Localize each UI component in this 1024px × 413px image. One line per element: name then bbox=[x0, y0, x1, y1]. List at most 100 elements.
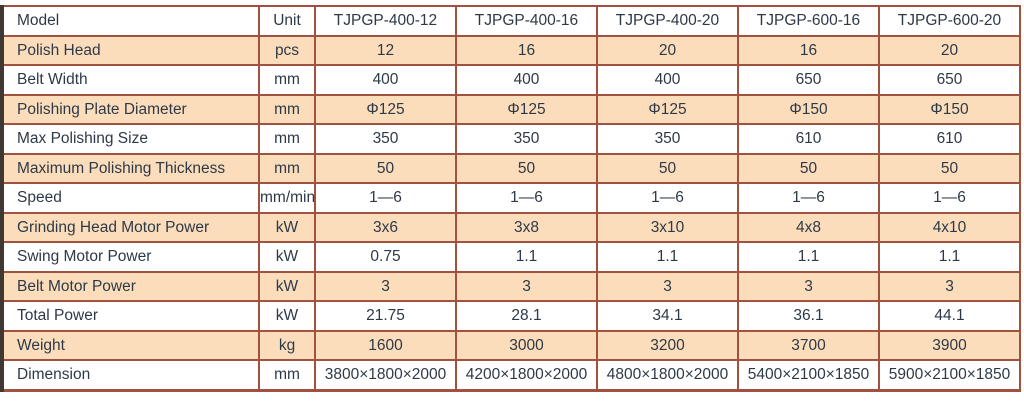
row-value-cell: 1.1 bbox=[596, 241, 739, 273]
row-value-cell: 12 bbox=[314, 34, 457, 66]
row-value-cell: 650 bbox=[737, 64, 880, 96]
row-value-cell: 16 bbox=[455, 34, 598, 66]
row-value-cell: 3000 bbox=[455, 329, 598, 361]
row-label-cell: Total Power bbox=[1, 300, 260, 332]
row-value-cell: 50 bbox=[314, 152, 457, 184]
row-value-cell: Φ125 bbox=[596, 93, 739, 125]
row-value-cell: 3700 bbox=[737, 329, 880, 361]
model-header-cell: Model bbox=[1, 5, 260, 37]
row-value-cell: 50 bbox=[878, 152, 1021, 184]
model-name-header-cell: TJPGP-600-20 bbox=[878, 5, 1021, 37]
row-value-cell: 350 bbox=[596, 123, 739, 155]
row-value-cell: 1.1 bbox=[737, 241, 880, 273]
row-value-cell: 16 bbox=[737, 34, 880, 66]
row-value-cell: 400 bbox=[314, 64, 457, 96]
row-unit-cell: kW bbox=[258, 211, 316, 243]
row-value-cell: 3x8 bbox=[455, 211, 598, 243]
row-unit-cell: kg bbox=[258, 329, 316, 361]
row-value-cell: 3800×1800×2000 bbox=[314, 359, 457, 391]
table-row: Maximum Polishing Thickness mm 50 50 50 50 50 bbox=[1, 152, 1021, 184]
row-unit-cell: kW bbox=[258, 300, 316, 332]
row-value-cell: 50 bbox=[737, 152, 880, 184]
table-row: Polishing Plate Diameter mm Φ125 Φ125 Φ125 Φ1… bbox=[1, 93, 1021, 125]
row-value-cell: 44.1 bbox=[878, 300, 1021, 332]
row-value-cell: 350 bbox=[455, 123, 598, 155]
row-value-cell: 650 bbox=[878, 64, 1021, 96]
row-value-cell: 3 bbox=[314, 270, 457, 302]
row-value-cell: Φ150 bbox=[737, 93, 880, 125]
table-row: Dimension mm 3800×1800×2000 4200×1800×2000 4… bbox=[1, 359, 1021, 391]
row-value-cell: 1.1 bbox=[455, 241, 598, 273]
row-value-cell: 3x10 bbox=[596, 211, 739, 243]
row-label-cell: Dimension bbox=[1, 359, 260, 391]
row-unit-cell: mm bbox=[258, 123, 316, 155]
model-name-header-cell: TJPGP-400-12 bbox=[314, 5, 457, 37]
row-value-cell: 4200×1800×2000 bbox=[455, 359, 598, 391]
row-label-cell: Belt Width bbox=[1, 64, 260, 96]
row-value-cell: Φ150 bbox=[878, 93, 1021, 125]
row-value-cell: 1—6 bbox=[737, 182, 880, 214]
table-row: Total Power kW 21.75 28.1 34.1 36.1 44.1 bbox=[1, 300, 1021, 332]
table-header-row: Model Unit TJPGP-400-12 TJPGP-400-16 TJPGP… bbox=[1, 5, 1021, 37]
row-value-cell: 3 bbox=[737, 270, 880, 302]
row-label-cell: Polish Head bbox=[1, 34, 260, 66]
table-body: Polish Head pcs 12 16 20 16 20 Belt Width mm 400 4… bbox=[1, 34, 1021, 391]
row-value-cell: 5400×2100×1850 bbox=[737, 359, 880, 391]
model-name-header-cell: TJPGP-600-16 bbox=[737, 5, 880, 37]
row-value-cell: 1.1 bbox=[878, 241, 1021, 273]
unit-header-cell: Unit bbox=[258, 5, 316, 37]
row-value-cell: 4x8 bbox=[737, 211, 880, 243]
row-value-cell: Φ125 bbox=[455, 93, 598, 125]
row-value-cell: 3 bbox=[455, 270, 598, 302]
row-value-cell: 610 bbox=[737, 123, 880, 155]
row-value-cell: 400 bbox=[596, 64, 739, 96]
row-unit-cell: mm bbox=[258, 93, 316, 125]
row-value-cell: 1—6 bbox=[314, 182, 457, 214]
row-value-cell: 34.1 bbox=[596, 300, 739, 332]
row-value-cell: 3900 bbox=[878, 329, 1021, 361]
table-row: Swing Motor Power kW 0.75 1.1 1.1 1.1 1.1 bbox=[1, 241, 1021, 273]
row-label-cell: Speed bbox=[1, 182, 260, 214]
row-value-cell: 28.1 bbox=[455, 300, 598, 332]
row-value-cell: 3 bbox=[878, 270, 1021, 302]
row-value-cell: 20 bbox=[596, 34, 739, 66]
row-label-cell: Weight bbox=[1, 329, 260, 361]
model-name-header-cell: TJPGP-400-16 bbox=[455, 5, 598, 37]
row-value-cell: 20 bbox=[878, 34, 1021, 66]
row-value-cell: 1—6 bbox=[878, 182, 1021, 214]
row-value-cell: 5900×2100×1850 bbox=[878, 359, 1021, 391]
row-value-cell: 1—6 bbox=[455, 182, 598, 214]
row-label-cell: Swing Motor Power bbox=[1, 241, 260, 273]
row-unit-cell: mm bbox=[258, 152, 316, 184]
row-unit-cell: kW bbox=[258, 241, 316, 273]
table-row: Belt Motor Power kW 3 3 3 3 3 bbox=[1, 270, 1021, 302]
table-row: Max Polishing Size mm 350 350 350 610 610 bbox=[1, 123, 1021, 155]
table-row: Polish Head pcs 12 16 20 16 20 bbox=[1, 34, 1021, 66]
row-value-cell: 50 bbox=[455, 152, 598, 184]
row-unit-cell: mm bbox=[258, 64, 316, 96]
row-value-cell: 4x10 bbox=[878, 211, 1021, 243]
row-value-cell: 21.75 bbox=[314, 300, 457, 332]
table-row: Belt Width mm 400 400 400 650 650 bbox=[1, 64, 1021, 96]
row-unit-cell: kW bbox=[258, 270, 316, 302]
row-label-cell: Belt Motor Power bbox=[1, 270, 260, 302]
row-value-cell: 0.75 bbox=[314, 241, 457, 273]
row-unit-cell: pcs bbox=[258, 34, 316, 66]
row-value-cell: 1—6 bbox=[596, 182, 739, 214]
row-value-cell: Φ125 bbox=[314, 93, 457, 125]
row-value-cell: 3 bbox=[596, 270, 739, 302]
row-label-cell: Maximum Polishing Thickness bbox=[1, 152, 260, 184]
table-row: Speed mm/min 1—6 1—6 1—6 1—6 1—6 bbox=[1, 182, 1021, 214]
specification-table: Model Unit TJPGP-400-12 TJPGP-400-16 TJPGP… bbox=[0, 5, 1021, 392]
row-label-cell: Grinding Head Motor Power bbox=[1, 211, 260, 243]
row-unit-cell: mm bbox=[258, 359, 316, 391]
row-value-cell: 50 bbox=[596, 152, 739, 184]
table-row: Grinding Head Motor Power kW 3x6 3x8 3x10 4x8… bbox=[1, 211, 1021, 243]
row-value-cell: 3200 bbox=[596, 329, 739, 361]
row-value-cell: 400 bbox=[455, 64, 598, 96]
row-value-cell: 610 bbox=[878, 123, 1021, 155]
row-value-cell: 4800×1800×2000 bbox=[596, 359, 739, 391]
row-value-cell: 3x6 bbox=[314, 211, 457, 243]
row-unit-cell: mm/min bbox=[258, 182, 316, 214]
row-label-cell: Max Polishing Size bbox=[1, 123, 260, 155]
